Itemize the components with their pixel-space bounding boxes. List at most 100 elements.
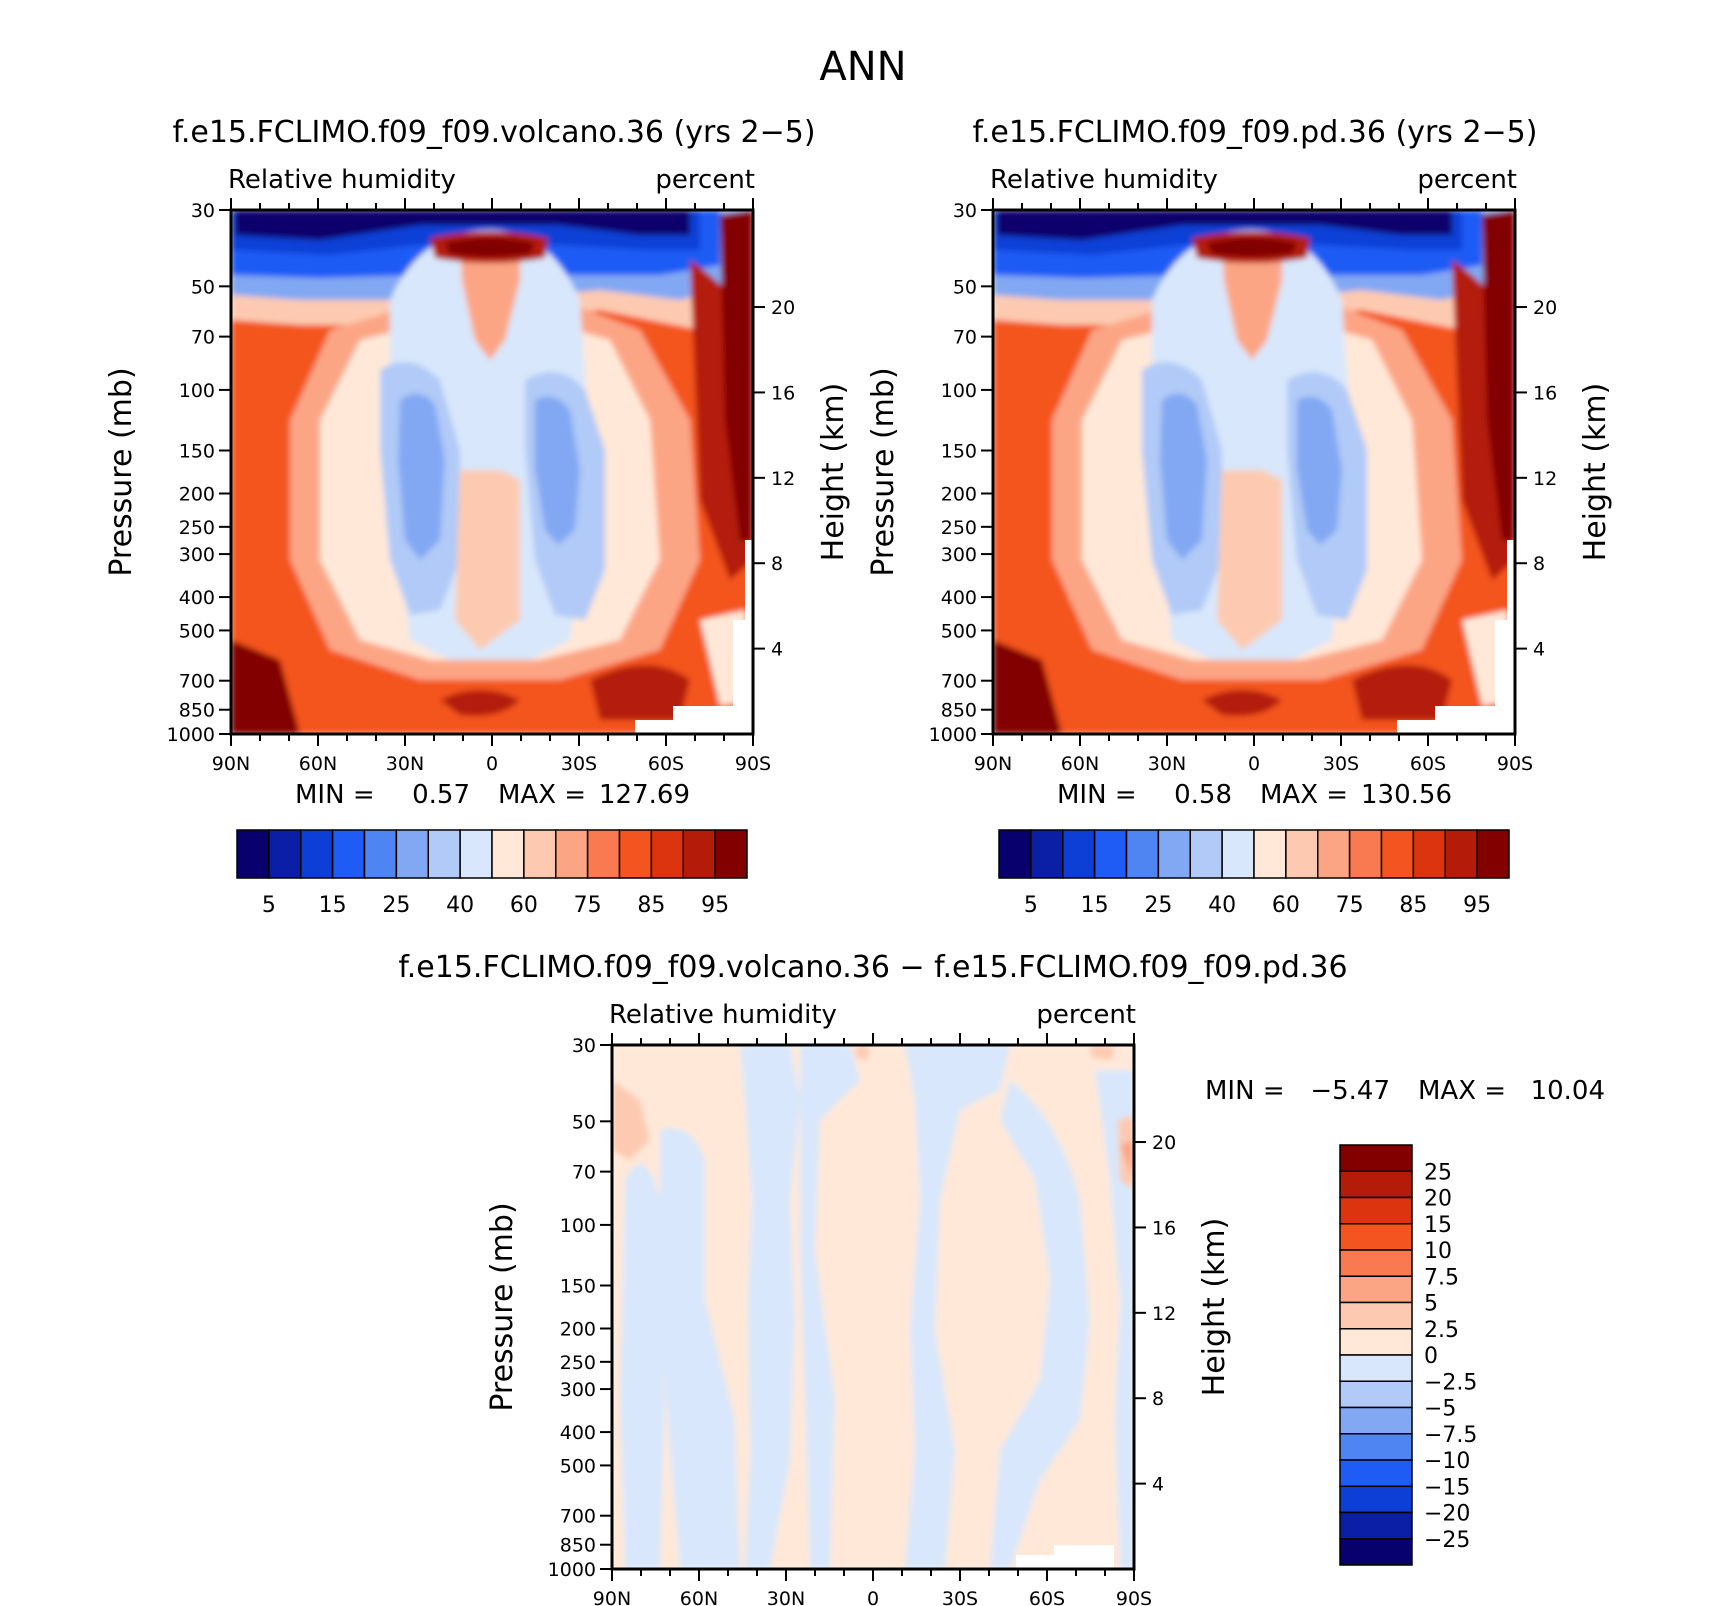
panel-pd-colorbar-box-2 bbox=[1062, 829, 1096, 879]
panel-pd-xtick-label-4: 30S bbox=[1323, 753, 1359, 775]
panel-volcano-ylabel: Pressure (mb) bbox=[104, 367, 139, 576]
panel-volcano-colorbar-box-9 bbox=[523, 829, 557, 879]
panel-difference-ytick-label-2: 70 bbox=[572, 1162, 596, 1184]
panel-volcano-colorbar-box-5 bbox=[395, 829, 429, 879]
panel-volcano-colorbar-box-12 bbox=[618, 829, 653, 879]
panel-difference-max-value: 10.04 bbox=[1531, 1076, 1605, 1106]
panel-volcano-xtick-label-5: 60S bbox=[648, 753, 684, 775]
panel-volcano-max-label: MAX = bbox=[498, 780, 586, 810]
panel-difference-ytick-label-9: 500 bbox=[560, 1455, 596, 1477]
panel-pd-colorbar-label-1: 15 bbox=[1081, 893, 1109, 918]
panel-volcano-variable-label: Relative humidity bbox=[228, 165, 456, 195]
panel-volcano-colorbar-label-3: 40 bbox=[446, 893, 474, 918]
panel-volcano-colorbar-box-2 bbox=[300, 829, 334, 879]
panel-pd-ytick-label-0: 30 bbox=[953, 200, 977, 222]
panel-difference-colorbar-box-4 bbox=[1339, 1249, 1413, 1277]
panel-volcano-ytick-label-5: 200 bbox=[179, 483, 215, 505]
panel-difference-colorbar-box-14 bbox=[1339, 1511, 1413, 1540]
panel-difference-colorbar-box-11 bbox=[1339, 1433, 1413, 1461]
panel-difference-colorbar-box-9 bbox=[1339, 1380, 1413, 1409]
panel-difference-ytick-label-4: 150 bbox=[560, 1276, 596, 1298]
panel-volcano-min-value: 0.57 bbox=[412, 780, 470, 810]
panel-volcano-xtick-label-0: 90N bbox=[212, 753, 250, 775]
panel-volcano-colorbar-label-2: 25 bbox=[382, 893, 410, 918]
panel-pd-xtick-label-6: 90S bbox=[1497, 753, 1533, 775]
panel-difference-units-label: percent bbox=[1036, 1000, 1136, 1030]
panel-volcano-ylabel-right: Height (km) bbox=[816, 383, 851, 562]
panel-volcano-colorbar-box-3 bbox=[331, 829, 366, 879]
panel-volcano-rtick-label-1: 16 bbox=[771, 382, 795, 404]
panel-volcano-colorbar-box-10 bbox=[555, 829, 589, 879]
panel-pd-colorbar-box-14 bbox=[1444, 829, 1478, 879]
panel-difference-colorbar-label-0: 25 bbox=[1424, 1160, 1452, 1185]
panel-volcano-ytick-label-6: 250 bbox=[179, 517, 215, 539]
panel-pd-rtick-label-1: 16 bbox=[1533, 382, 1557, 404]
panel-pd-ytick-label-4: 150 bbox=[941, 441, 977, 463]
panel-difference-colorbar-box-10 bbox=[1339, 1406, 1413, 1435]
panel-pd-xtick-label-3: 0 bbox=[1248, 753, 1260, 775]
panel-pd-ytick-label-10: 700 bbox=[941, 671, 977, 693]
panel-difference-xtick-label-1: 60N bbox=[680, 1588, 718, 1606]
panel-volcano-min-label: MIN = bbox=[295, 780, 375, 810]
panel-volcano-colorbar-box-4 bbox=[363, 829, 398, 879]
panel-volcano-xtick-label-6: 90S bbox=[735, 753, 771, 775]
panel-pd-xtick-label-5: 60S bbox=[1410, 753, 1446, 775]
panel-difference-colorbar-box-0 bbox=[1339, 1144, 1413, 1172]
panel-pd-ytick-label-7: 300 bbox=[941, 544, 977, 566]
panel-volcano-units-label: percent bbox=[655, 165, 755, 195]
panel-pd-colorbar-box-10 bbox=[1317, 829, 1351, 879]
panel-pd-min-label: MIN = bbox=[1057, 780, 1137, 810]
panel-difference-colorbar-label-1: 20 bbox=[1424, 1187, 1452, 1212]
panel-volcano-colorbar-box-6 bbox=[427, 829, 461, 879]
panel-pd-colorbar: 5 15 25 40 60 75 85 95 bbox=[998, 829, 1510, 918]
panel-volcano-colorbar-label-0: 5 bbox=[262, 893, 276, 918]
panel-pd-colorbar-box-4 bbox=[1125, 829, 1160, 879]
panel-pd-colorbar-box-5 bbox=[1157, 829, 1191, 879]
panel-pd-ytick-label-3: 100 bbox=[941, 380, 977, 402]
panel-pd-ylabel: Pressure (mb) bbox=[866, 367, 901, 576]
panel-volcano-xtick-label-3: 0 bbox=[486, 753, 498, 775]
panel-pd-colorbar-box-0 bbox=[998, 829, 1032, 879]
panel-volcano-title: f.e15.FCLIMO.f09_f09.volcano.36 (yrs 2−5… bbox=[172, 115, 815, 150]
panel-volcano-colorbar-box-8 bbox=[491, 829, 525, 879]
panel-difference-xtick-label-5: 60S bbox=[1029, 1588, 1065, 1606]
panel-difference-colorbar-label-13: −20 bbox=[1424, 1502, 1470, 1527]
panel-difference-ytick-label-1: 50 bbox=[572, 1111, 596, 1133]
panel-difference-xtick-label-4: 30S bbox=[942, 1588, 978, 1606]
panel-difference-xtick-label-2: 30N bbox=[767, 1588, 805, 1606]
panel-pd-colorbar-box-12 bbox=[1380, 829, 1415, 879]
panel-difference-rtick-label-3: 8 bbox=[1152, 1388, 1164, 1410]
panel-pd-colorbar-box-3 bbox=[1093, 829, 1128, 879]
panel-pd-min-value: 0.58 bbox=[1174, 780, 1232, 810]
panel-difference-ytick-label-6: 250 bbox=[560, 1352, 596, 1374]
panel-difference-xtick-label-0: 90N bbox=[593, 1588, 631, 1606]
panel-difference-colorbar-label-11: −10 bbox=[1424, 1449, 1470, 1474]
panel-difference-field bbox=[612, 1045, 1134, 1569]
panel-pd-colorbar-label-7: 95 bbox=[1463, 893, 1491, 918]
panel-pd-variable-label: Relative humidity bbox=[990, 165, 1218, 195]
panel-pd-rtick-label-2: 12 bbox=[1533, 468, 1557, 490]
panel-difference-colorbar-box-5 bbox=[1339, 1275, 1413, 1304]
panel-volcano-colorbar-box-7 bbox=[459, 829, 493, 879]
panel-difference-rtick-label-2: 12 bbox=[1152, 1303, 1176, 1325]
panel-pd-max-label: MAX = bbox=[1260, 780, 1348, 810]
panel-difference-colorbar-box-8 bbox=[1339, 1354, 1413, 1382]
panel-volcano-rtick-label-2: 12 bbox=[771, 468, 795, 490]
panel-volcano-colorbar-box-13 bbox=[650, 829, 684, 879]
panel-pd-colorbar-box-7 bbox=[1221, 829, 1255, 879]
panel-difference-colorbar-box-12 bbox=[1339, 1459, 1413, 1487]
panel-difference-colorbar-box-13 bbox=[1339, 1485, 1413, 1514]
panel-pd-colorbar-label-2: 25 bbox=[1144, 893, 1172, 918]
panel-difference-colorbar-label-12: −15 bbox=[1424, 1475, 1470, 1500]
panel-volcano-ytick-label-7: 300 bbox=[179, 544, 215, 566]
panel-difference-colorbar-box-7 bbox=[1339, 1328, 1413, 1356]
panel-volcano-max-value: 127.69 bbox=[599, 780, 690, 810]
panel-volcano-xtick-label-2: 30N bbox=[386, 753, 424, 775]
panel-pd-ytick-label-5: 200 bbox=[941, 483, 977, 505]
panel-volcano-rtick-label-0: 20 bbox=[771, 297, 795, 319]
panel-difference-ytick-label-8: 400 bbox=[560, 1422, 596, 1444]
panel-difference-ytick-label-5: 200 bbox=[560, 1318, 596, 1340]
panel-volcano-rtick-label-3: 8 bbox=[771, 553, 783, 575]
panel-difference-colorbar-label-6: 2.5 bbox=[1424, 1318, 1459, 1343]
panel-difference-ytick-label-7: 300 bbox=[560, 1379, 596, 1401]
